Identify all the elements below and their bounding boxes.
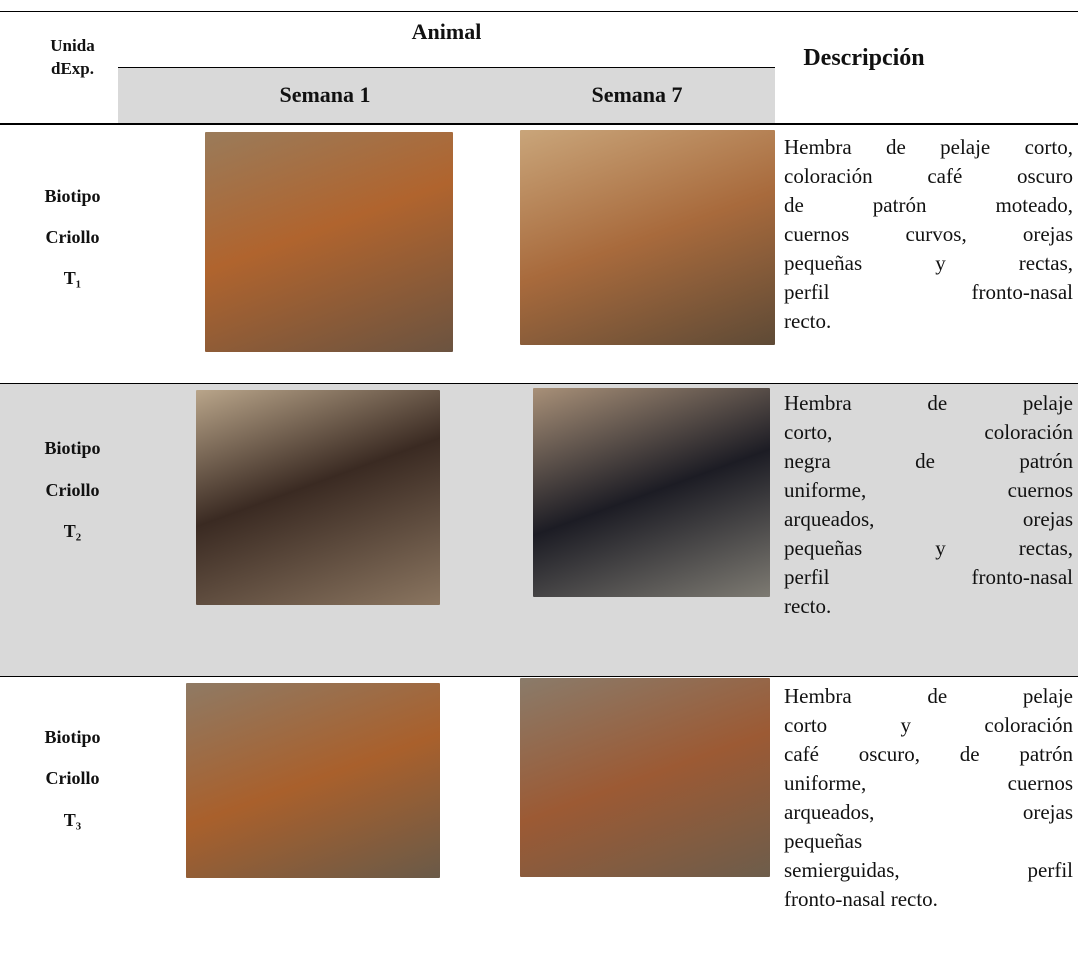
photo (196, 390, 440, 605)
photo (205, 132, 453, 352)
header-rule (0, 123, 1078, 125)
row-rule (0, 676, 1078, 677)
top-rule (0, 11, 1078, 12)
week-header: Semana 7 (591, 82, 683, 107)
animal-header: Animal (411, 19, 482, 44)
description-line: café oscuro, de patrón (784, 742, 1073, 766)
unit-label: Biotipo (44, 186, 101, 206)
description-line: arqueados, orejas (784, 800, 1073, 824)
week-band (118, 68, 775, 124)
description-line: de patrón moteado, (784, 193, 1073, 217)
photo (520, 678, 770, 877)
description-line: arqueados, orejas (784, 507, 1073, 531)
unit-label: Criollo (45, 227, 100, 247)
description-line: pequeñas y rectas, (784, 251, 1073, 275)
description-line: fronto-nasal recto. (784, 887, 938, 911)
description-line: recto. (784, 309, 832, 333)
unit-label: T₂ (63, 521, 82, 541)
animal-rule (118, 67, 775, 68)
description-line: semierguidas, perfil (784, 858, 1073, 882)
photo (186, 683, 440, 878)
description-line: uniforme, cuernos (784, 771, 1073, 795)
description-line: Hembra de pelaje (784, 684, 1073, 708)
description-line: uniforme, cuernos (784, 478, 1073, 502)
description-line: recto. (784, 594, 832, 618)
photo (533, 388, 770, 597)
row-rule (0, 383, 1078, 384)
description-line: corto, coloración (784, 420, 1073, 444)
description-line: perfil fronto-nasal (784, 280, 1073, 304)
description-line: perfil fronto-nasal (784, 565, 1073, 589)
unit-label: Biotipo (44, 438, 101, 458)
description-header: Descripción (803, 45, 925, 71)
description-line: pequeñas (784, 829, 863, 853)
description-line: Hembra de pelaje (784, 391, 1073, 415)
description-line: corto y coloración (784, 713, 1073, 737)
week-header: Semana 1 (279, 82, 371, 107)
description-line: cuernos curvos, orejas (784, 222, 1073, 246)
unit-label: T₃ (63, 810, 82, 830)
unit-label: Criollo (45, 480, 100, 500)
unit-label: T₁ (63, 268, 82, 288)
description-line: coloración café oscuro (784, 164, 1073, 188)
description-line: negra de patrón (784, 449, 1073, 473)
unit-header-1: Unida (50, 36, 95, 55)
photo (520, 130, 775, 345)
unit-label: Biotipo (44, 727, 101, 747)
unit-label: Criollo (45, 768, 100, 788)
unit-header-2: dExp. (51, 59, 94, 78)
description-line: pequeñas y rectas, (784, 536, 1073, 560)
description-line: Hembra de pelaje corto, (784, 135, 1073, 159)
